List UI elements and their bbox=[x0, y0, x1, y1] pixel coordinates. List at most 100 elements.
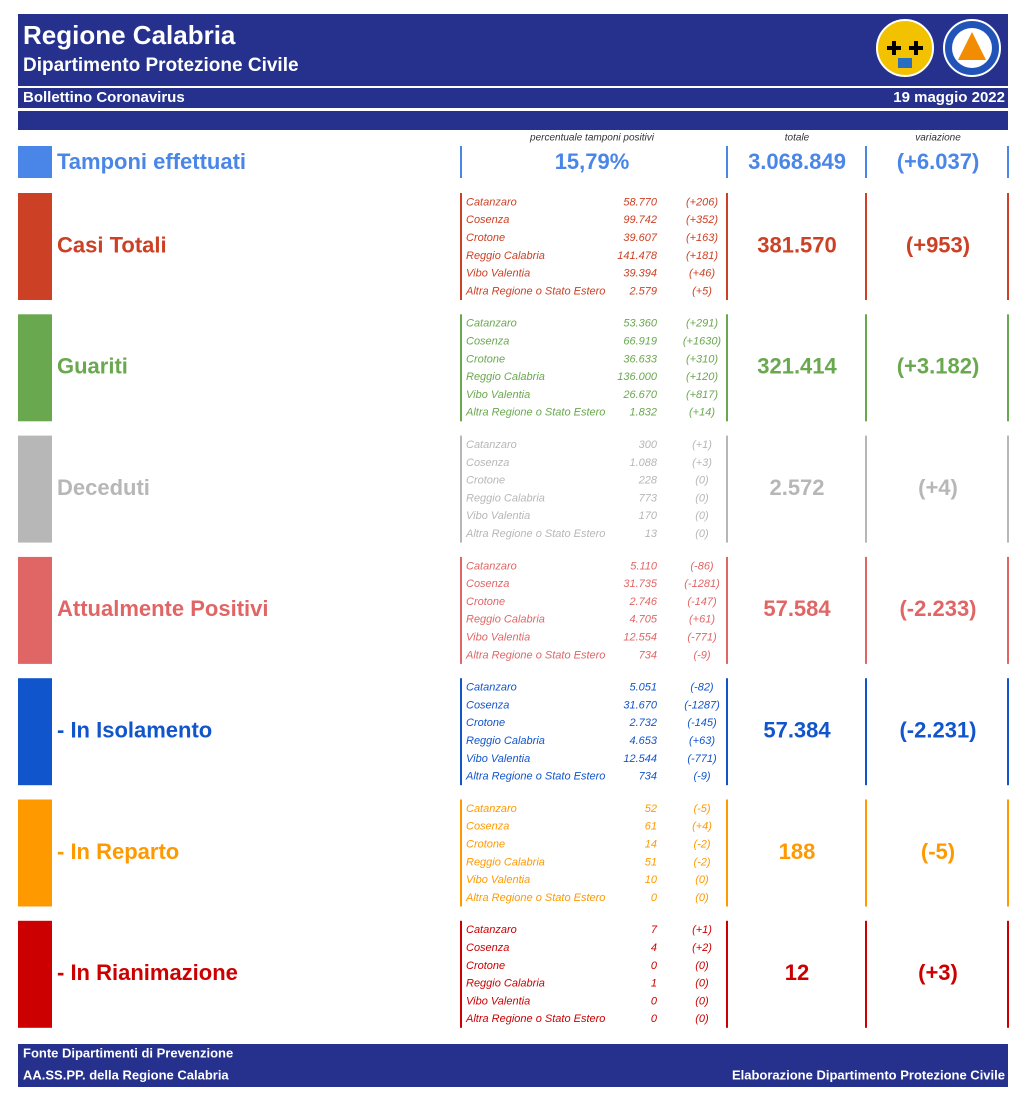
province-change: (0) bbox=[695, 960, 709, 972]
province-value: 36.633 bbox=[623, 353, 658, 365]
province-value: 0 bbox=[651, 960, 658, 972]
province-change: (+5) bbox=[692, 285, 712, 297]
province-value: 7 bbox=[651, 924, 658, 936]
province-change: (0) bbox=[695, 995, 709, 1007]
region-logo bbox=[876, 19, 934, 77]
province-change: (+3) bbox=[692, 457, 712, 469]
section-label: Attualmente Positivi bbox=[57, 596, 268, 621]
province-change: (-82) bbox=[690, 682, 714, 694]
province-change: (-1287) bbox=[684, 699, 720, 711]
province-change: (0) bbox=[695, 1013, 709, 1025]
province-change: (+1630) bbox=[683, 336, 722, 348]
province-change: (0) bbox=[695, 528, 709, 540]
section: - In Isolamento 57.384 (-2.231) Catanzaro 5.… bbox=[18, 678, 1009, 786]
province-value: 1.832 bbox=[629, 407, 657, 419]
footer-source: AA.SS.PP. della Regione Calabria bbox=[23, 1067, 229, 1082]
province: Altra Regione o Stato Estero bbox=[465, 528, 605, 540]
province: Altra Regione o Stato Estero bbox=[465, 285, 605, 297]
province: Catanzaro bbox=[466, 803, 517, 815]
province-value: 0 bbox=[651, 995, 658, 1007]
province-value: 10 bbox=[645, 874, 658, 886]
section-label: Deceduti bbox=[57, 475, 150, 500]
variation: (+6.037) bbox=[897, 149, 980, 174]
province-change: (0) bbox=[695, 874, 709, 886]
total: 188 bbox=[779, 839, 816, 864]
province-value: 51 bbox=[645, 856, 657, 868]
province-value: 773 bbox=[639, 492, 658, 504]
province-change: (+206) bbox=[686, 196, 718, 208]
province-value: 14 bbox=[645, 839, 657, 851]
province-change: (+2) bbox=[692, 942, 712, 954]
province: Catanzaro bbox=[466, 924, 517, 936]
color-block bbox=[18, 193, 52, 300]
province: Crotone bbox=[466, 353, 505, 365]
color-block bbox=[18, 314, 52, 422]
province: Reggio Calabria bbox=[466, 371, 545, 383]
province-change: (+352) bbox=[686, 214, 718, 226]
color-block bbox=[18, 435, 52, 543]
province: Cosenza bbox=[466, 336, 509, 348]
province-value: 31.735 bbox=[623, 578, 658, 590]
province: Altra Regione o Stato Estero bbox=[465, 1013, 605, 1025]
province-change: (+14) bbox=[689, 407, 715, 419]
province-value: 2.579 bbox=[628, 285, 657, 297]
column-header: percentuale tamponi positivi bbox=[529, 133, 655, 144]
province: Catanzaro bbox=[466, 560, 517, 572]
province-value: 136.000 bbox=[617, 371, 658, 383]
province-value: 0 bbox=[651, 892, 658, 904]
province-value: 61 bbox=[645, 821, 657, 833]
section-label: - In Isolamento bbox=[57, 718, 212, 743]
province-change: (-9) bbox=[693, 771, 710, 783]
province: Cosenza bbox=[466, 578, 509, 590]
province: Altra Regione o Stato Estero bbox=[465, 771, 605, 783]
province-change: (+163) bbox=[686, 232, 718, 244]
title: Regione Calabria bbox=[23, 20, 236, 50]
province-change: (+120) bbox=[686, 371, 718, 383]
province-value: 5.051 bbox=[629, 682, 657, 694]
province-change: (+63) bbox=[689, 735, 715, 747]
color-block bbox=[18, 146, 52, 178]
province-value: 4 bbox=[651, 942, 657, 954]
header-band bbox=[18, 14, 1008, 86]
province: Crotone bbox=[466, 839, 505, 851]
sections: Casi Totali 381.570 (+953) Catanzaro 58.770 (… bbox=[18, 193, 1009, 1028]
bulletin-label: Bollettino Coronavirus bbox=[23, 89, 185, 106]
province: Catanzaro bbox=[466, 318, 517, 330]
variation: (+953) bbox=[906, 232, 970, 257]
variation: (-2.231) bbox=[899, 718, 976, 743]
variation: (-2.233) bbox=[899, 596, 976, 621]
variation: (-5) bbox=[921, 839, 955, 864]
section: - In Rianimazione 12 (+3) Catanzaro 7 (+1) Cos… bbox=[18, 920, 1009, 1028]
province-change: (0) bbox=[695, 475, 709, 487]
section: Attualmente Positivi 57.584 (-2.233) Catanz… bbox=[18, 556, 1009, 664]
bulletin-band bbox=[18, 88, 1008, 108]
province-value: 53.360 bbox=[623, 318, 658, 330]
province-value: 12.544 bbox=[623, 753, 657, 765]
province: Reggio Calabria bbox=[466, 614, 545, 626]
province: Vibo Valentia bbox=[466, 995, 530, 1007]
province-value: 99.742 bbox=[623, 214, 657, 226]
province: Reggio Calabria bbox=[466, 492, 545, 504]
province: Cosenza bbox=[466, 699, 509, 711]
province-value: 12.554 bbox=[623, 632, 657, 644]
province: Vibo Valentia bbox=[466, 632, 530, 644]
province-value: 141.478 bbox=[617, 250, 658, 262]
province-change: (0) bbox=[695, 492, 709, 504]
province: Cosenza bbox=[466, 821, 509, 833]
variation: (+4) bbox=[918, 475, 958, 500]
province: Reggio Calabria bbox=[466, 978, 545, 990]
province-value: 0 bbox=[651, 1013, 658, 1025]
province-change: (+817) bbox=[686, 389, 718, 401]
province: Cosenza bbox=[466, 214, 509, 226]
province: Altra Regione o Stato Estero bbox=[465, 407, 605, 419]
province-value: 300 bbox=[639, 439, 658, 451]
province-value: 734 bbox=[639, 649, 657, 661]
total: 57.384 bbox=[763, 718, 831, 743]
total: 12 bbox=[785, 960, 809, 985]
footer-band bbox=[18, 1044, 1008, 1087]
province-change: (-771) bbox=[687, 753, 717, 765]
province-value: 58.770 bbox=[623, 196, 658, 208]
province-value: 13 bbox=[645, 528, 658, 540]
